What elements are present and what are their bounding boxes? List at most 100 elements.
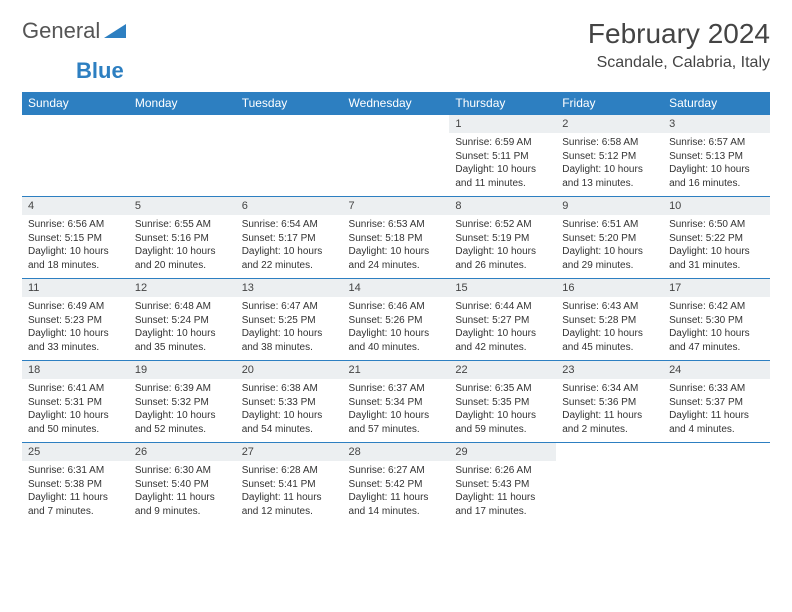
sunset-value: 5:38 PM	[65, 479, 102, 490]
sunset-value: 5:36 PM	[599, 397, 636, 408]
daylight-label: Daylight:	[135, 410, 177, 421]
daylight-label: Daylight:	[455, 410, 497, 421]
day-number-cell: 27	[236, 443, 343, 462]
sunset-value: 5:27 PM	[492, 315, 529, 326]
day-body-cell	[22, 133, 129, 197]
sunset-label: Sunset:	[28, 479, 65, 490]
daylight-label: Daylight:	[562, 328, 604, 339]
sunset-label: Sunset:	[455, 151, 492, 162]
sunset-value: 5:11 PM	[492, 151, 529, 162]
sunset-value: 5:42 PM	[385, 479, 422, 490]
day-body-cell: Sunrise: 6:39 AMSunset: 5:32 PMDaylight:…	[129, 379, 236, 443]
sunset-label: Sunset:	[28, 397, 65, 408]
day-body-cell: Sunrise: 6:31 AMSunset: 5:38 PMDaylight:…	[22, 461, 129, 524]
day-number-cell: 1	[449, 115, 556, 134]
sunset-label: Sunset:	[455, 397, 492, 408]
day-number-cell: 4	[22, 197, 129, 216]
sunset-value: 5:12 PM	[599, 151, 636, 162]
sunset-value: 5:18 PM	[385, 233, 422, 244]
sunset-value: 5:33 PM	[278, 397, 315, 408]
daylight-label: Daylight:	[455, 328, 497, 339]
sunrise-label: Sunrise:	[28, 465, 67, 476]
sunset-label: Sunset:	[562, 315, 599, 326]
sunrise-value: 6:27 AM	[388, 465, 425, 476]
daylight-label: Daylight:	[455, 246, 497, 257]
sunset-label: Sunset:	[135, 315, 172, 326]
sunset-value: 5:24 PM	[172, 315, 209, 326]
weekday-header: Friday	[556, 92, 663, 115]
sunrise-label: Sunrise:	[562, 383, 601, 394]
day-body-cell	[663, 461, 770, 524]
day-number-cell: 15	[449, 279, 556, 298]
daylight-label: Daylight:	[28, 246, 70, 257]
sunrise-value: 6:44 AM	[495, 301, 532, 312]
daynum-row: 18192021222324	[22, 361, 770, 380]
daylight-label: Daylight:	[242, 246, 284, 257]
daylight-label: Daylight:	[349, 410, 391, 421]
sunrise-label: Sunrise:	[242, 465, 281, 476]
sunset-label: Sunset:	[242, 397, 279, 408]
day-number-cell: 14	[343, 279, 450, 298]
day-number-cell: 19	[129, 361, 236, 380]
sunrise-value: 6:33 AM	[709, 383, 746, 394]
day-body-cell: Sunrise: 6:55 AMSunset: 5:16 PMDaylight:…	[129, 215, 236, 279]
sunrise-value: 6:34 AM	[602, 383, 639, 394]
daylight-label: Daylight:	[455, 492, 497, 503]
sunset-label: Sunset:	[242, 315, 279, 326]
daylight-label: Daylight:	[242, 410, 284, 421]
sunset-label: Sunset:	[349, 233, 386, 244]
daynum-row: 11121314151617	[22, 279, 770, 298]
calendar-body: 123Sunrise: 6:59 AMSunset: 5:11 PMDaylig…	[22, 115, 770, 525]
sunset-label: Sunset:	[669, 233, 706, 244]
sunrise-label: Sunrise:	[455, 383, 494, 394]
sunset-label: Sunset:	[135, 233, 172, 244]
day-number-cell	[343, 115, 450, 134]
daybody-row: Sunrise: 6:41 AMSunset: 5:31 PMDaylight:…	[22, 379, 770, 443]
daynum-row: 2526272829	[22, 443, 770, 462]
day-body-cell: Sunrise: 6:47 AMSunset: 5:25 PMDaylight:…	[236, 297, 343, 361]
sunset-value: 5:16 PM	[172, 233, 209, 244]
day-body-cell	[129, 133, 236, 197]
sunrise-label: Sunrise:	[669, 219, 708, 230]
day-number-cell: 21	[343, 361, 450, 380]
daynum-row: 45678910	[22, 197, 770, 216]
sunset-value: 5:34 PM	[385, 397, 422, 408]
daylight-label: Daylight:	[455, 164, 497, 175]
brand-logo: General	[22, 18, 130, 44]
day-body-cell	[556, 461, 663, 524]
sunrise-label: Sunrise:	[455, 465, 494, 476]
day-number-cell: 16	[556, 279, 663, 298]
daylight-label: Daylight:	[669, 164, 711, 175]
day-body-cell	[236, 133, 343, 197]
day-number-cell: 6	[236, 197, 343, 216]
sunrise-label: Sunrise:	[242, 219, 281, 230]
sunrise-value: 6:28 AM	[281, 465, 318, 476]
day-number-cell: 20	[236, 361, 343, 380]
sunset-value: 5:25 PM	[278, 315, 315, 326]
sunset-value: 5:13 PM	[706, 151, 743, 162]
brand-triangle-icon	[104, 20, 126, 43]
day-number-cell: 7	[343, 197, 450, 216]
sunrise-value: 6:26 AM	[495, 465, 532, 476]
sunrise-label: Sunrise:	[135, 465, 174, 476]
calendar-table: Sunday Monday Tuesday Wednesday Thursday…	[22, 92, 770, 524]
weekday-header: Tuesday	[236, 92, 343, 115]
day-number-cell: 3	[663, 115, 770, 134]
sunset-label: Sunset:	[242, 479, 279, 490]
sunrise-value: 6:56 AM	[67, 219, 104, 230]
sunrise-value: 6:42 AM	[709, 301, 746, 312]
daybody-row: Sunrise: 6:56 AMSunset: 5:15 PMDaylight:…	[22, 215, 770, 279]
sunset-label: Sunset:	[562, 151, 599, 162]
day-number-cell	[236, 115, 343, 134]
brand-name-2-wrap: Blue	[22, 58, 770, 84]
weekday-header: Saturday	[663, 92, 770, 115]
sunset-label: Sunset:	[669, 315, 706, 326]
daynum-row: 123	[22, 115, 770, 134]
sunset-value: 5:41 PM	[278, 479, 315, 490]
sunrise-label: Sunrise:	[349, 465, 388, 476]
day-number-cell: 5	[129, 197, 236, 216]
sunset-label: Sunset:	[562, 233, 599, 244]
weekday-header: Thursday	[449, 92, 556, 115]
day-body-cell: Sunrise: 6:35 AMSunset: 5:35 PMDaylight:…	[449, 379, 556, 443]
day-body-cell: Sunrise: 6:27 AMSunset: 5:42 PMDaylight:…	[343, 461, 450, 524]
